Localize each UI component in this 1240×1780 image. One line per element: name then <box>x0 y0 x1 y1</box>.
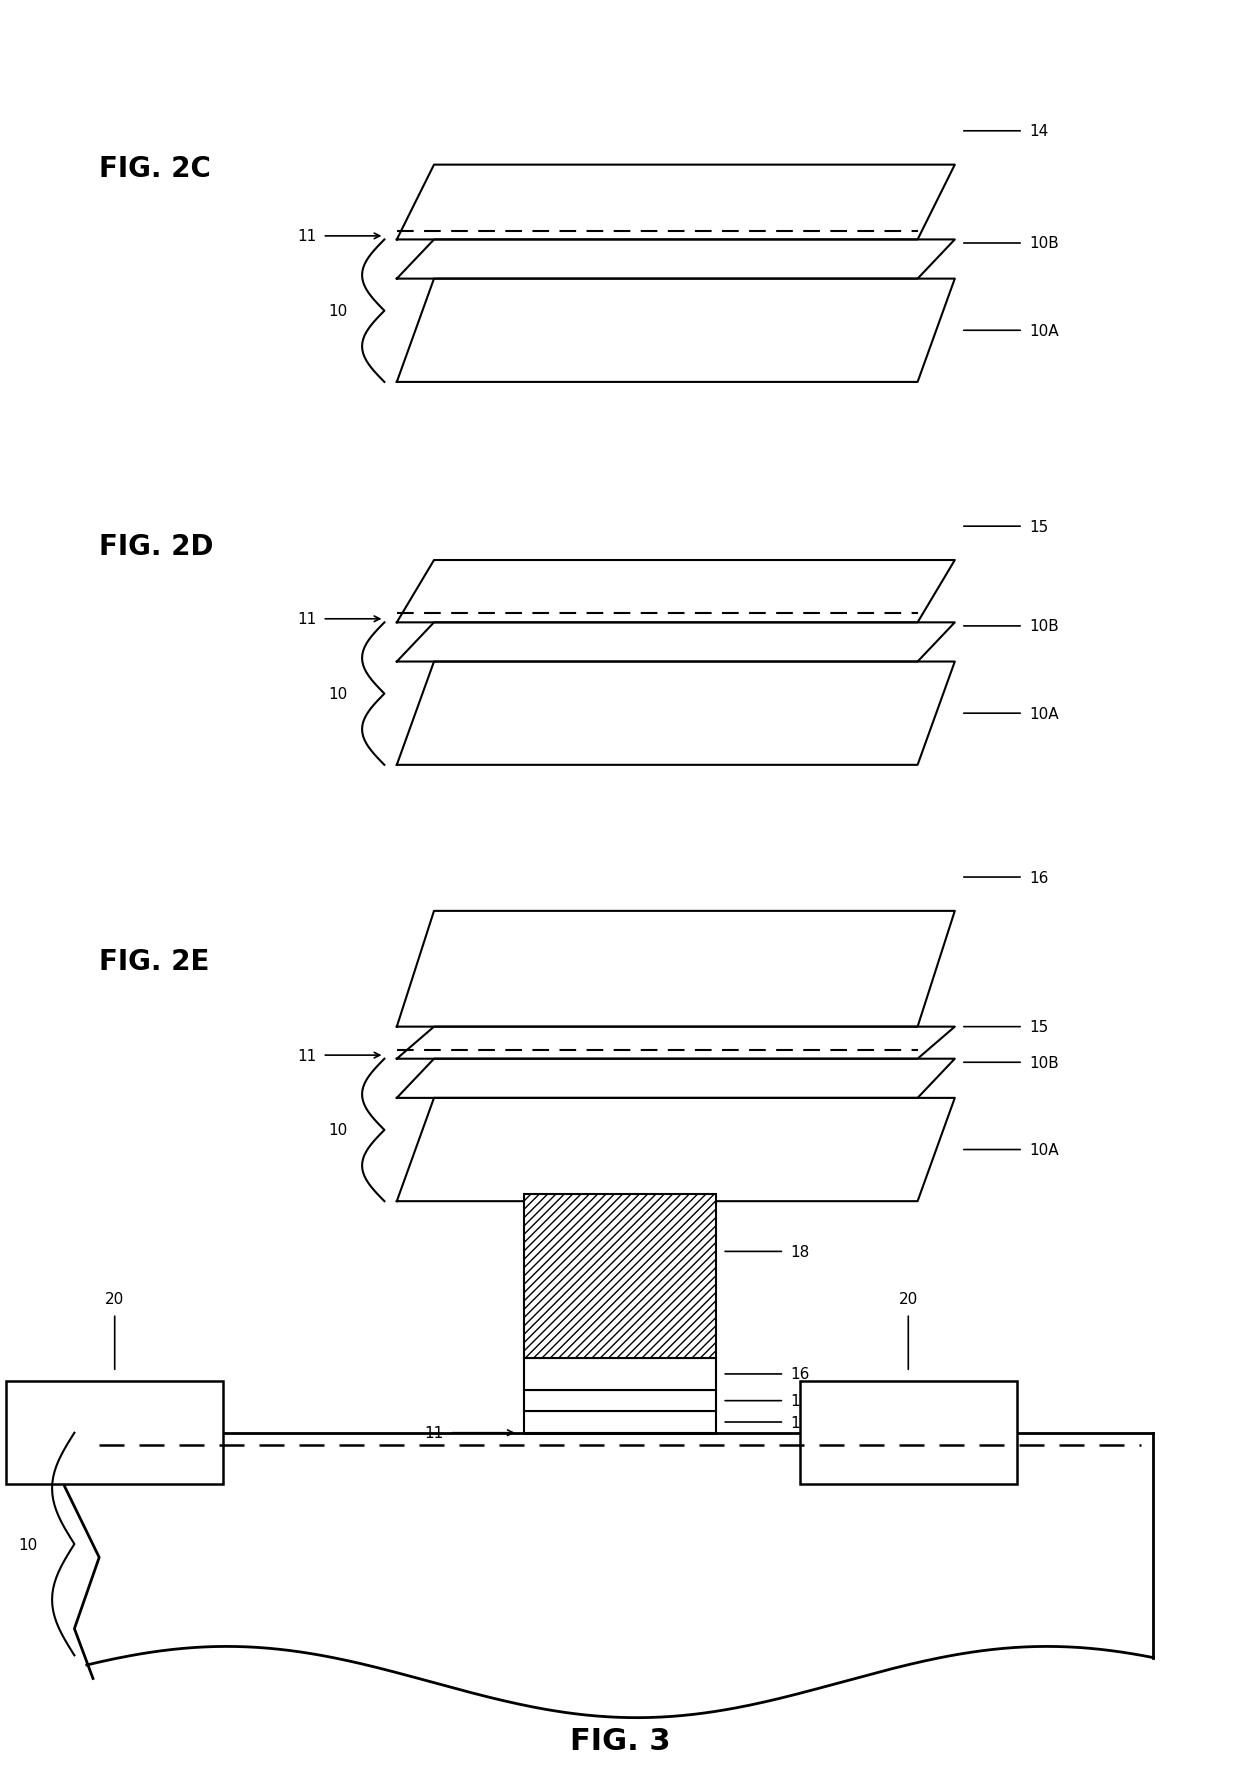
Text: 16: 16 <box>1029 870 1049 885</box>
Text: 10: 10 <box>327 1123 347 1137</box>
Bar <box>523 1358 717 1390</box>
Text: 10: 10 <box>327 687 347 701</box>
Text: 10A: 10A <box>1029 1143 1059 1157</box>
Text: FIG. 2E: FIG. 2E <box>99 947 210 975</box>
Polygon shape <box>397 561 955 623</box>
Text: 11: 11 <box>296 230 316 244</box>
Text: FIG. 3: FIG. 3 <box>569 1727 671 1755</box>
Text: 10B: 10B <box>1029 237 1059 251</box>
Polygon shape <box>397 240 955 279</box>
Text: 10A: 10A <box>1029 707 1059 721</box>
Text: 20: 20 <box>899 1292 918 1307</box>
Polygon shape <box>397 911 955 1027</box>
Text: 15A: 15A <box>791 1415 820 1429</box>
Text: 10B: 10B <box>1029 619 1059 634</box>
Polygon shape <box>397 1027 955 1059</box>
Polygon shape <box>397 279 955 383</box>
Text: 10B: 10B <box>1029 1056 1059 1070</box>
Bar <box>523 1412 717 1433</box>
Bar <box>523 1194 717 1358</box>
Bar <box>800 1381 1017 1485</box>
Text: 11: 11 <box>424 1426 444 1440</box>
Polygon shape <box>87 1433 1153 1718</box>
Text: 14: 14 <box>1029 125 1049 139</box>
Polygon shape <box>397 166 955 240</box>
Text: 10A: 10A <box>1029 324 1059 338</box>
Text: 20: 20 <box>105 1292 124 1307</box>
Text: FIG. 2D: FIG. 2D <box>99 532 213 561</box>
Text: 15: 15 <box>1029 1020 1049 1034</box>
Text: 10: 10 <box>327 304 347 319</box>
Bar <box>6 1381 223 1485</box>
Text: 15B: 15B <box>791 1394 820 1408</box>
Text: 11: 11 <box>296 612 316 627</box>
Text: 10: 10 <box>17 1536 37 1552</box>
Polygon shape <box>397 623 955 662</box>
Text: 16: 16 <box>791 1367 810 1381</box>
Bar <box>523 1390 717 1412</box>
Text: 18: 18 <box>791 1244 810 1258</box>
Text: 11: 11 <box>296 1048 316 1063</box>
Text: FIG. 2C: FIG. 2C <box>99 155 211 183</box>
Polygon shape <box>397 662 955 765</box>
Polygon shape <box>397 1098 955 1202</box>
Polygon shape <box>397 1059 955 1098</box>
Text: 15: 15 <box>1029 520 1049 534</box>
